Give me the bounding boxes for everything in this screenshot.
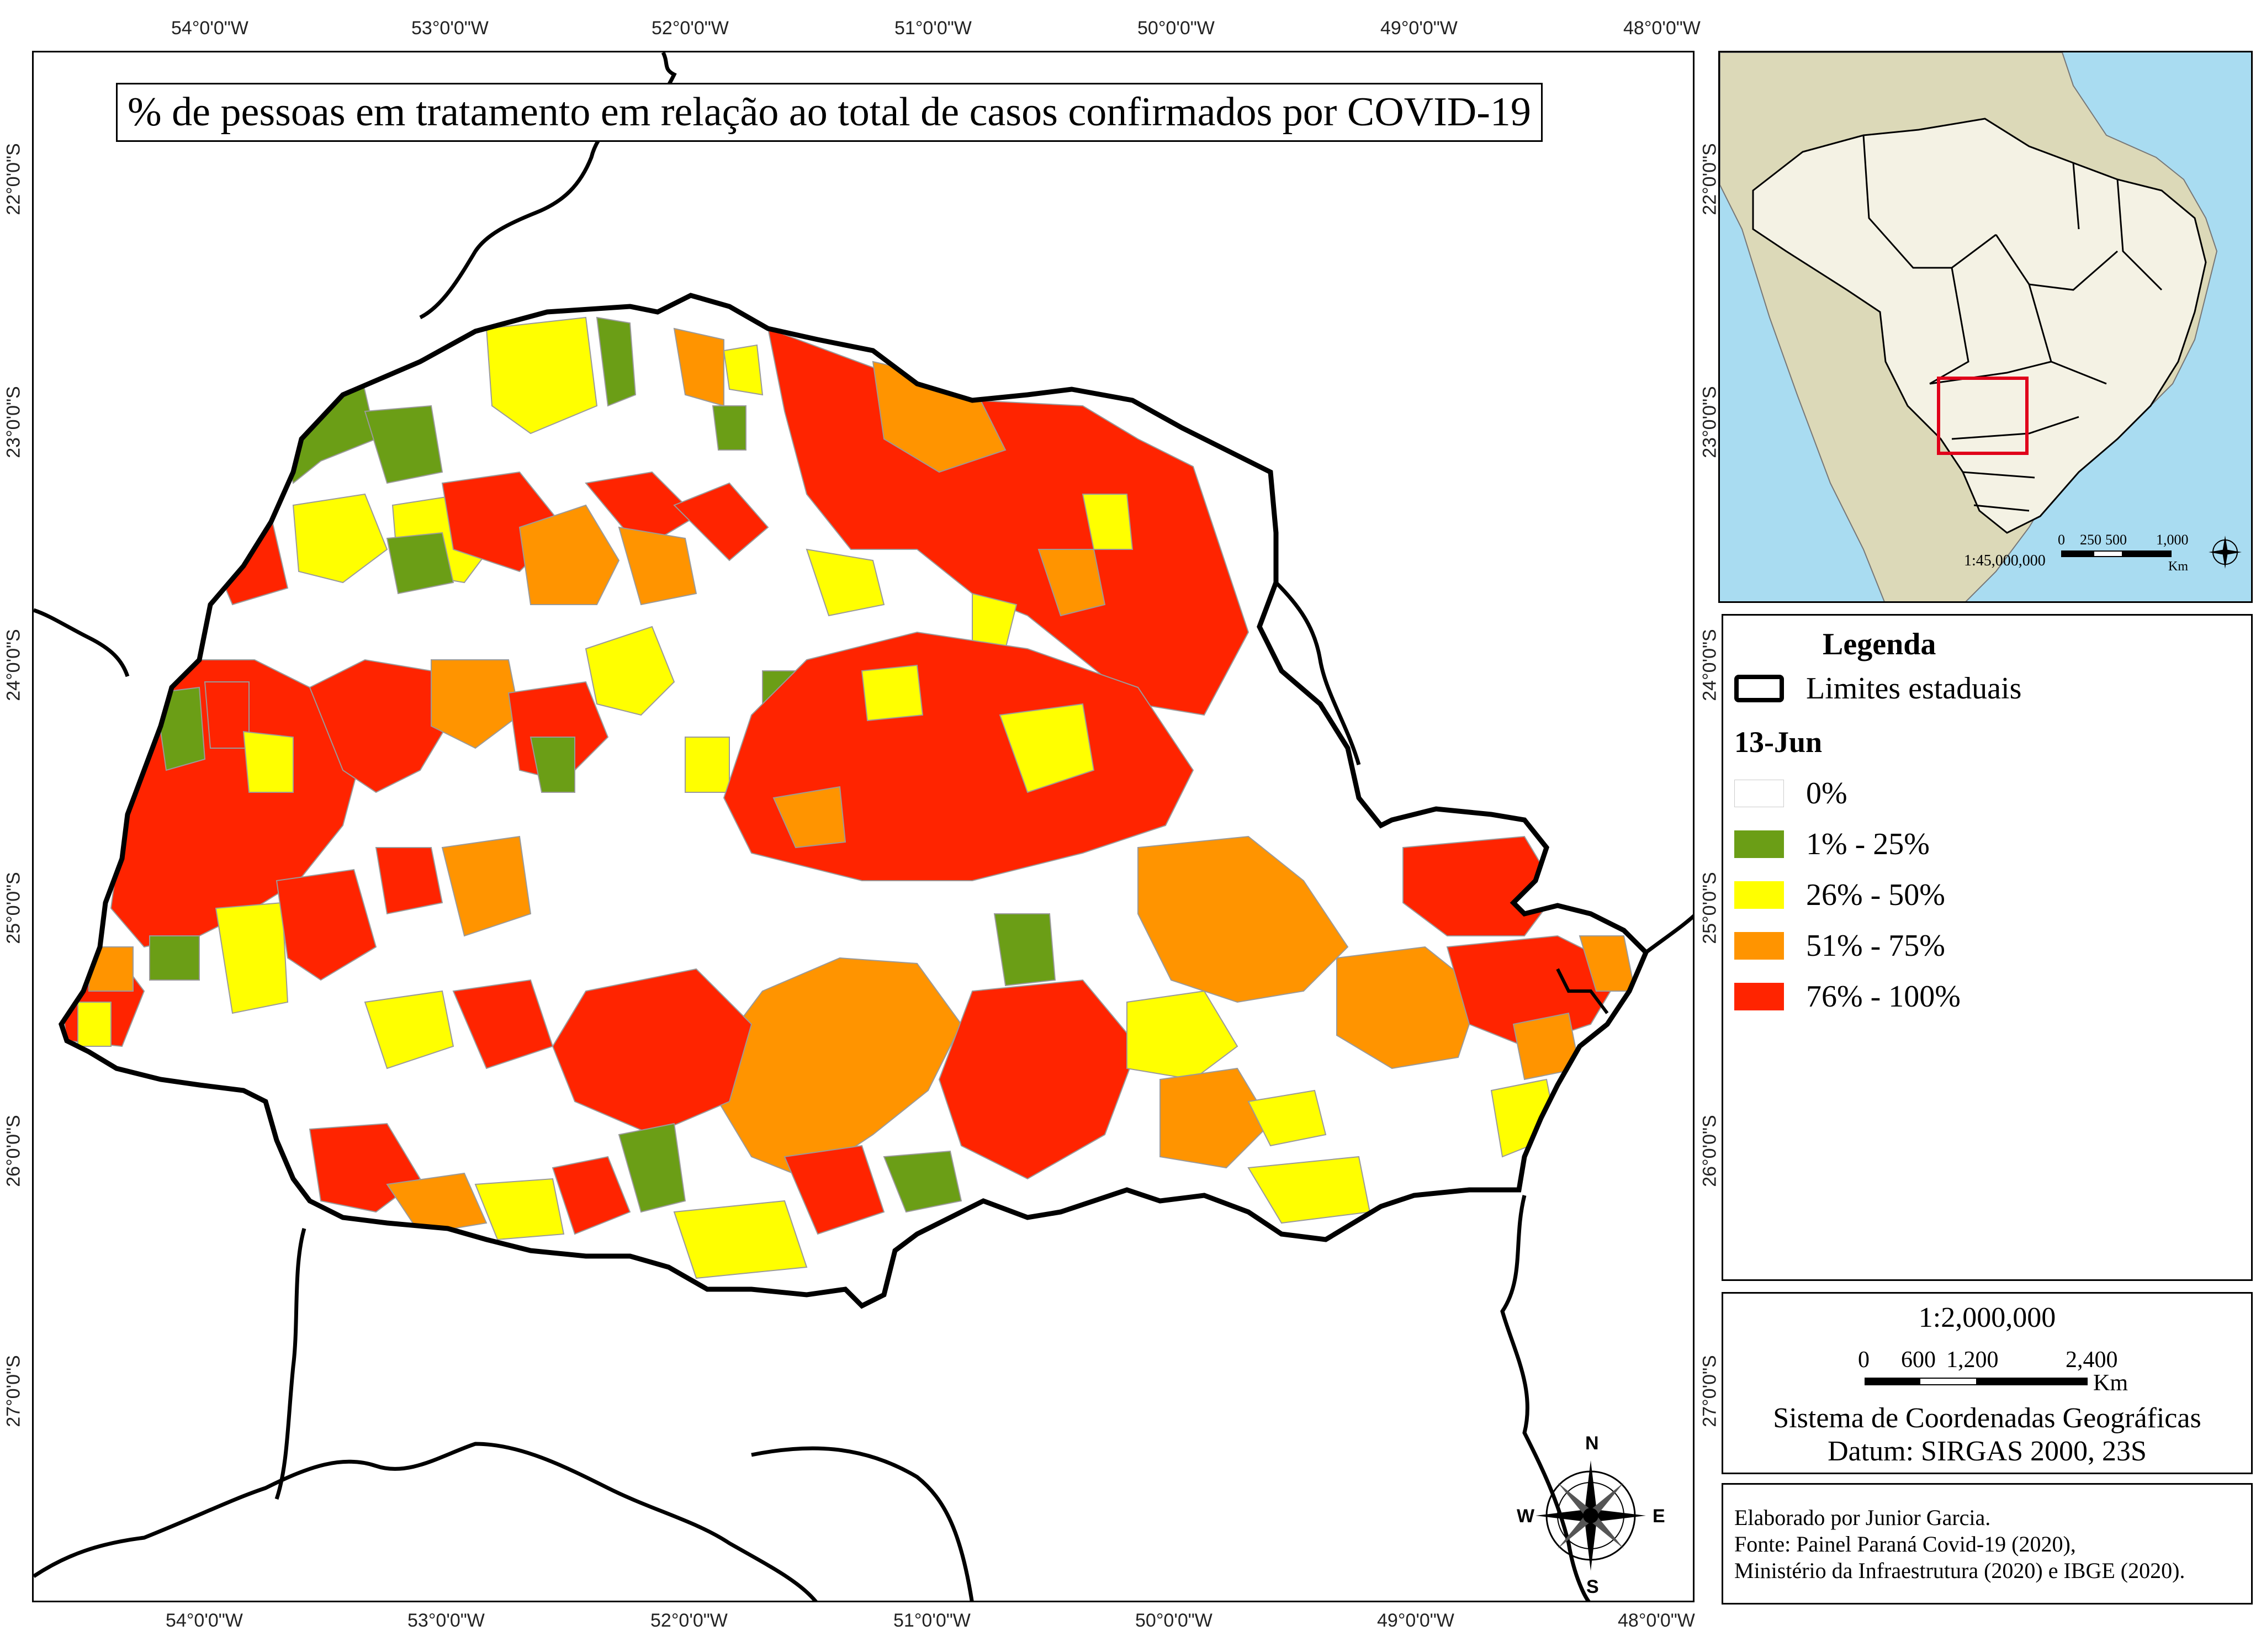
parana-choropleth: [34, 52, 1693, 1601]
legend-class-label: 0%: [1806, 776, 1847, 811]
parana-outline: [59, 293, 1649, 1309]
bottom-lon-label: 50°0'0"W: [1135, 1610, 1212, 1631]
legend-swatch: [1734, 983, 1784, 1010]
inset-tick-2: 500: [2105, 532, 2127, 548]
compass-w: W: [1517, 1506, 1535, 1527]
credit-source-1: Fonte: Painel Paraná Covid-19 (2020),: [1734, 1532, 2076, 1556]
north-arrow: N S W E: [1517, 1433, 1665, 1598]
inset-tick-1: 250: [2080, 532, 2101, 548]
compass-rose-icon: [1535, 1460, 1646, 1571]
top-lon-label: 53°0'0"W: [411, 18, 489, 39]
scale-bar: [1865, 1378, 2088, 1385]
left-lat-label: 27°0'0"S: [3, 1355, 24, 1427]
legend-boundary-row: Limites estaduais: [1734, 671, 2021, 706]
top-lon-label: 51°0'0"W: [894, 18, 972, 39]
right-lat-label: 25°0'0"S: [1699, 872, 1720, 944]
scale-tick-2: 1,200: [1946, 1347, 1999, 1373]
legend-class-row: 76% - 100%: [1734, 979, 1961, 1014]
legend-date: 13-Jun: [1734, 726, 1823, 759]
scale-tick-3: 2,400: [2066, 1347, 2118, 1373]
left-lat-label: 25°0'0"S: [3, 872, 24, 944]
south-america-locator: [1720, 52, 2251, 601]
legend-class-label: 51% - 75%: [1806, 929, 1945, 963]
legend-swatch: [1734, 830, 1784, 858]
inset-map[interactable]: 1:45,000,000 0 250 500 1,000 Km: [1718, 51, 2253, 603]
scale-tick-0: 0: [1858, 1347, 1870, 1373]
crs-label: Sistema de Coordenadas Geográficas: [1773, 1402, 2201, 1434]
top-lon-label: 49°0'0"W: [1380, 18, 1458, 39]
inset-compass-icon: [2209, 536, 2242, 569]
left-lat-label: 26°0'0"S: [3, 1115, 24, 1187]
inset-scale-text: 1:45,000,000: [1964, 552, 2046, 569]
scale-unit: Km: [2093, 1370, 2128, 1396]
map-title-text: % de pessoas em tratamento em relação ao…: [128, 89, 1531, 135]
bottom-lon-label: 54°0'0"W: [166, 1610, 243, 1631]
legend-class-label: 1% - 25%: [1806, 827, 1930, 861]
inset-tick-3: 1,000: [2156, 532, 2189, 548]
bottom-lon-label: 48°0'0"W: [1618, 1610, 1695, 1631]
bottom-lon-label: 49°0'0"W: [1377, 1610, 1454, 1631]
compass-s: S: [1586, 1576, 1599, 1597]
scale-ratio: 1:2,000,000: [1918, 1302, 2056, 1333]
map-title: % de pessoas em tratamento em relação ao…: [116, 83, 1543, 142]
inset-scale-unit: Km: [2168, 559, 2188, 574]
legend-class-row: 26% - 50%: [1734, 877, 1945, 913]
bottom-lon-label: 51°0'0"W: [893, 1610, 971, 1631]
bottom-lon-label: 53°0'0"W: [407, 1610, 485, 1631]
credits-panel: Elaborado por Junior Garcia. Fonte: Pain…: [1722, 1483, 2253, 1605]
right-lat-label: 27°0'0"S: [1699, 1355, 1720, 1427]
study-area-box: [1937, 377, 2029, 455]
legend-swatch: [1734, 780, 1784, 807]
legend-title: Legenda: [1823, 627, 1936, 661]
scale-panel: 1:2,000,000 0 600 1,200 2,400 Km Sistema…: [1722, 1292, 2253, 1474]
legend-class-row: 1% - 25%: [1734, 827, 1930, 862]
legend-swatch: [1734, 881, 1784, 909]
top-lon-label: 50°0'0"W: [1137, 18, 1215, 39]
bottom-lon-label: 52°0'0"W: [650, 1610, 728, 1631]
right-lat-label: 22°0'0"S: [1699, 143, 1720, 215]
left-lat-label: 23°0'0"S: [3, 386, 24, 458]
legend: Legenda Limites estaduais 13-Jun 0% 1% -…: [1722, 614, 2253, 1281]
top-lon-label: 48°0'0"W: [1623, 18, 1701, 39]
legend-class-label: 76% - 100%: [1806, 979, 1961, 1014]
main-map[interactable]: N S W E: [32, 51, 1695, 1602]
legend-swatch: [1734, 932, 1784, 960]
right-lat-label: 24°0'0"S: [1699, 629, 1720, 701]
compass-n: N: [1585, 1433, 1599, 1454]
legend-class-row: 51% - 75%: [1734, 928, 1945, 963]
inset-scalebar: [2061, 550, 2172, 557]
top-lon-label: 52°0'0"W: [652, 18, 729, 39]
boundary-label: Limites estaduais: [1806, 671, 2022, 706]
left-lat-label: 22°0'0"S: [3, 143, 24, 215]
credit-source-2: Ministério da Infraestrutura (2020) e IB…: [1734, 1558, 2185, 1583]
right-lat-label: 26°0'0"S: [1699, 1115, 1720, 1187]
top-lon-label: 54°0'0"W: [171, 18, 248, 39]
scale-tick-1: 600: [1901, 1347, 1936, 1373]
right-lat-label: 23°0'0"S: [1699, 386, 1720, 458]
inset-tick-0: 0: [2058, 532, 2065, 548]
datum-label: Datum: SIRGAS 2000, 23S: [1828, 1436, 2147, 1467]
boundary-swatch: [1734, 675, 1784, 702]
credit-author: Elaborado por Junior Garcia.: [1734, 1505, 1991, 1530]
legend-class-row: 0%: [1734, 776, 1847, 811]
compass-e: E: [1653, 1506, 1665, 1527]
left-lat-label: 24°0'0"S: [3, 629, 24, 701]
legend-class-label: 26% - 50%: [1806, 878, 1945, 912]
